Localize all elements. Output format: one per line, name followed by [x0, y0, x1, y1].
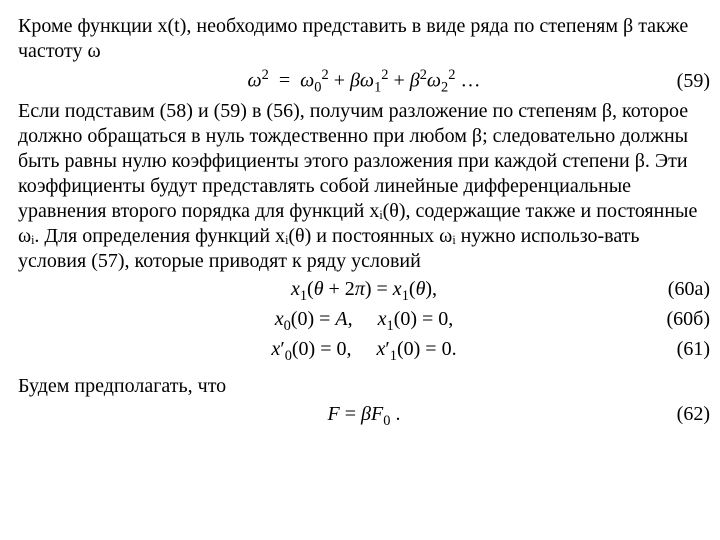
equation-59: ω2 = ω02 + βω12 + β2ω22 …	[248, 66, 481, 97]
equation-60a-number: (60а)	[668, 277, 710, 302]
equation-59-number: (59)	[677, 69, 710, 94]
equation-61-row: x′0(0) = 0, x′1(0) = 0. (61)	[18, 336, 710, 364]
paragraph-main: Если подставим (58) и (59) в (56), получ…	[18, 99, 710, 274]
equation-59-row: ω2 = ω02 + βω12 + β2ω22 … (59)	[18, 66, 710, 97]
equation-62: F = βF0 .	[328, 402, 401, 427]
equation-62-number: (62)	[677, 402, 710, 427]
equation-62-row: F = βF0 . (62)	[18, 401, 710, 429]
paragraph-assume: Будем предполагать, что	[18, 374, 710, 399]
paragraph-intro: Кроме функции x(t), необходимо представи…	[18, 14, 710, 64]
equation-60b: x0(0) = A, x1(0) = 0,	[275, 307, 454, 332]
equation-60b-number: (60б)	[667, 307, 711, 332]
equation-60b-row: x0(0) = A, x1(0) = 0, (60б)	[18, 306, 710, 334]
equation-61: x′0(0) = 0, x′1(0) = 0.	[271, 337, 456, 362]
equation-60a: x1(θ + 2π) = x1(θ),	[291, 277, 437, 302]
equation-61-number: (61)	[677, 337, 710, 362]
equation-60a-row: x1(θ + 2π) = x1(θ), (60а)	[18, 276, 710, 304]
